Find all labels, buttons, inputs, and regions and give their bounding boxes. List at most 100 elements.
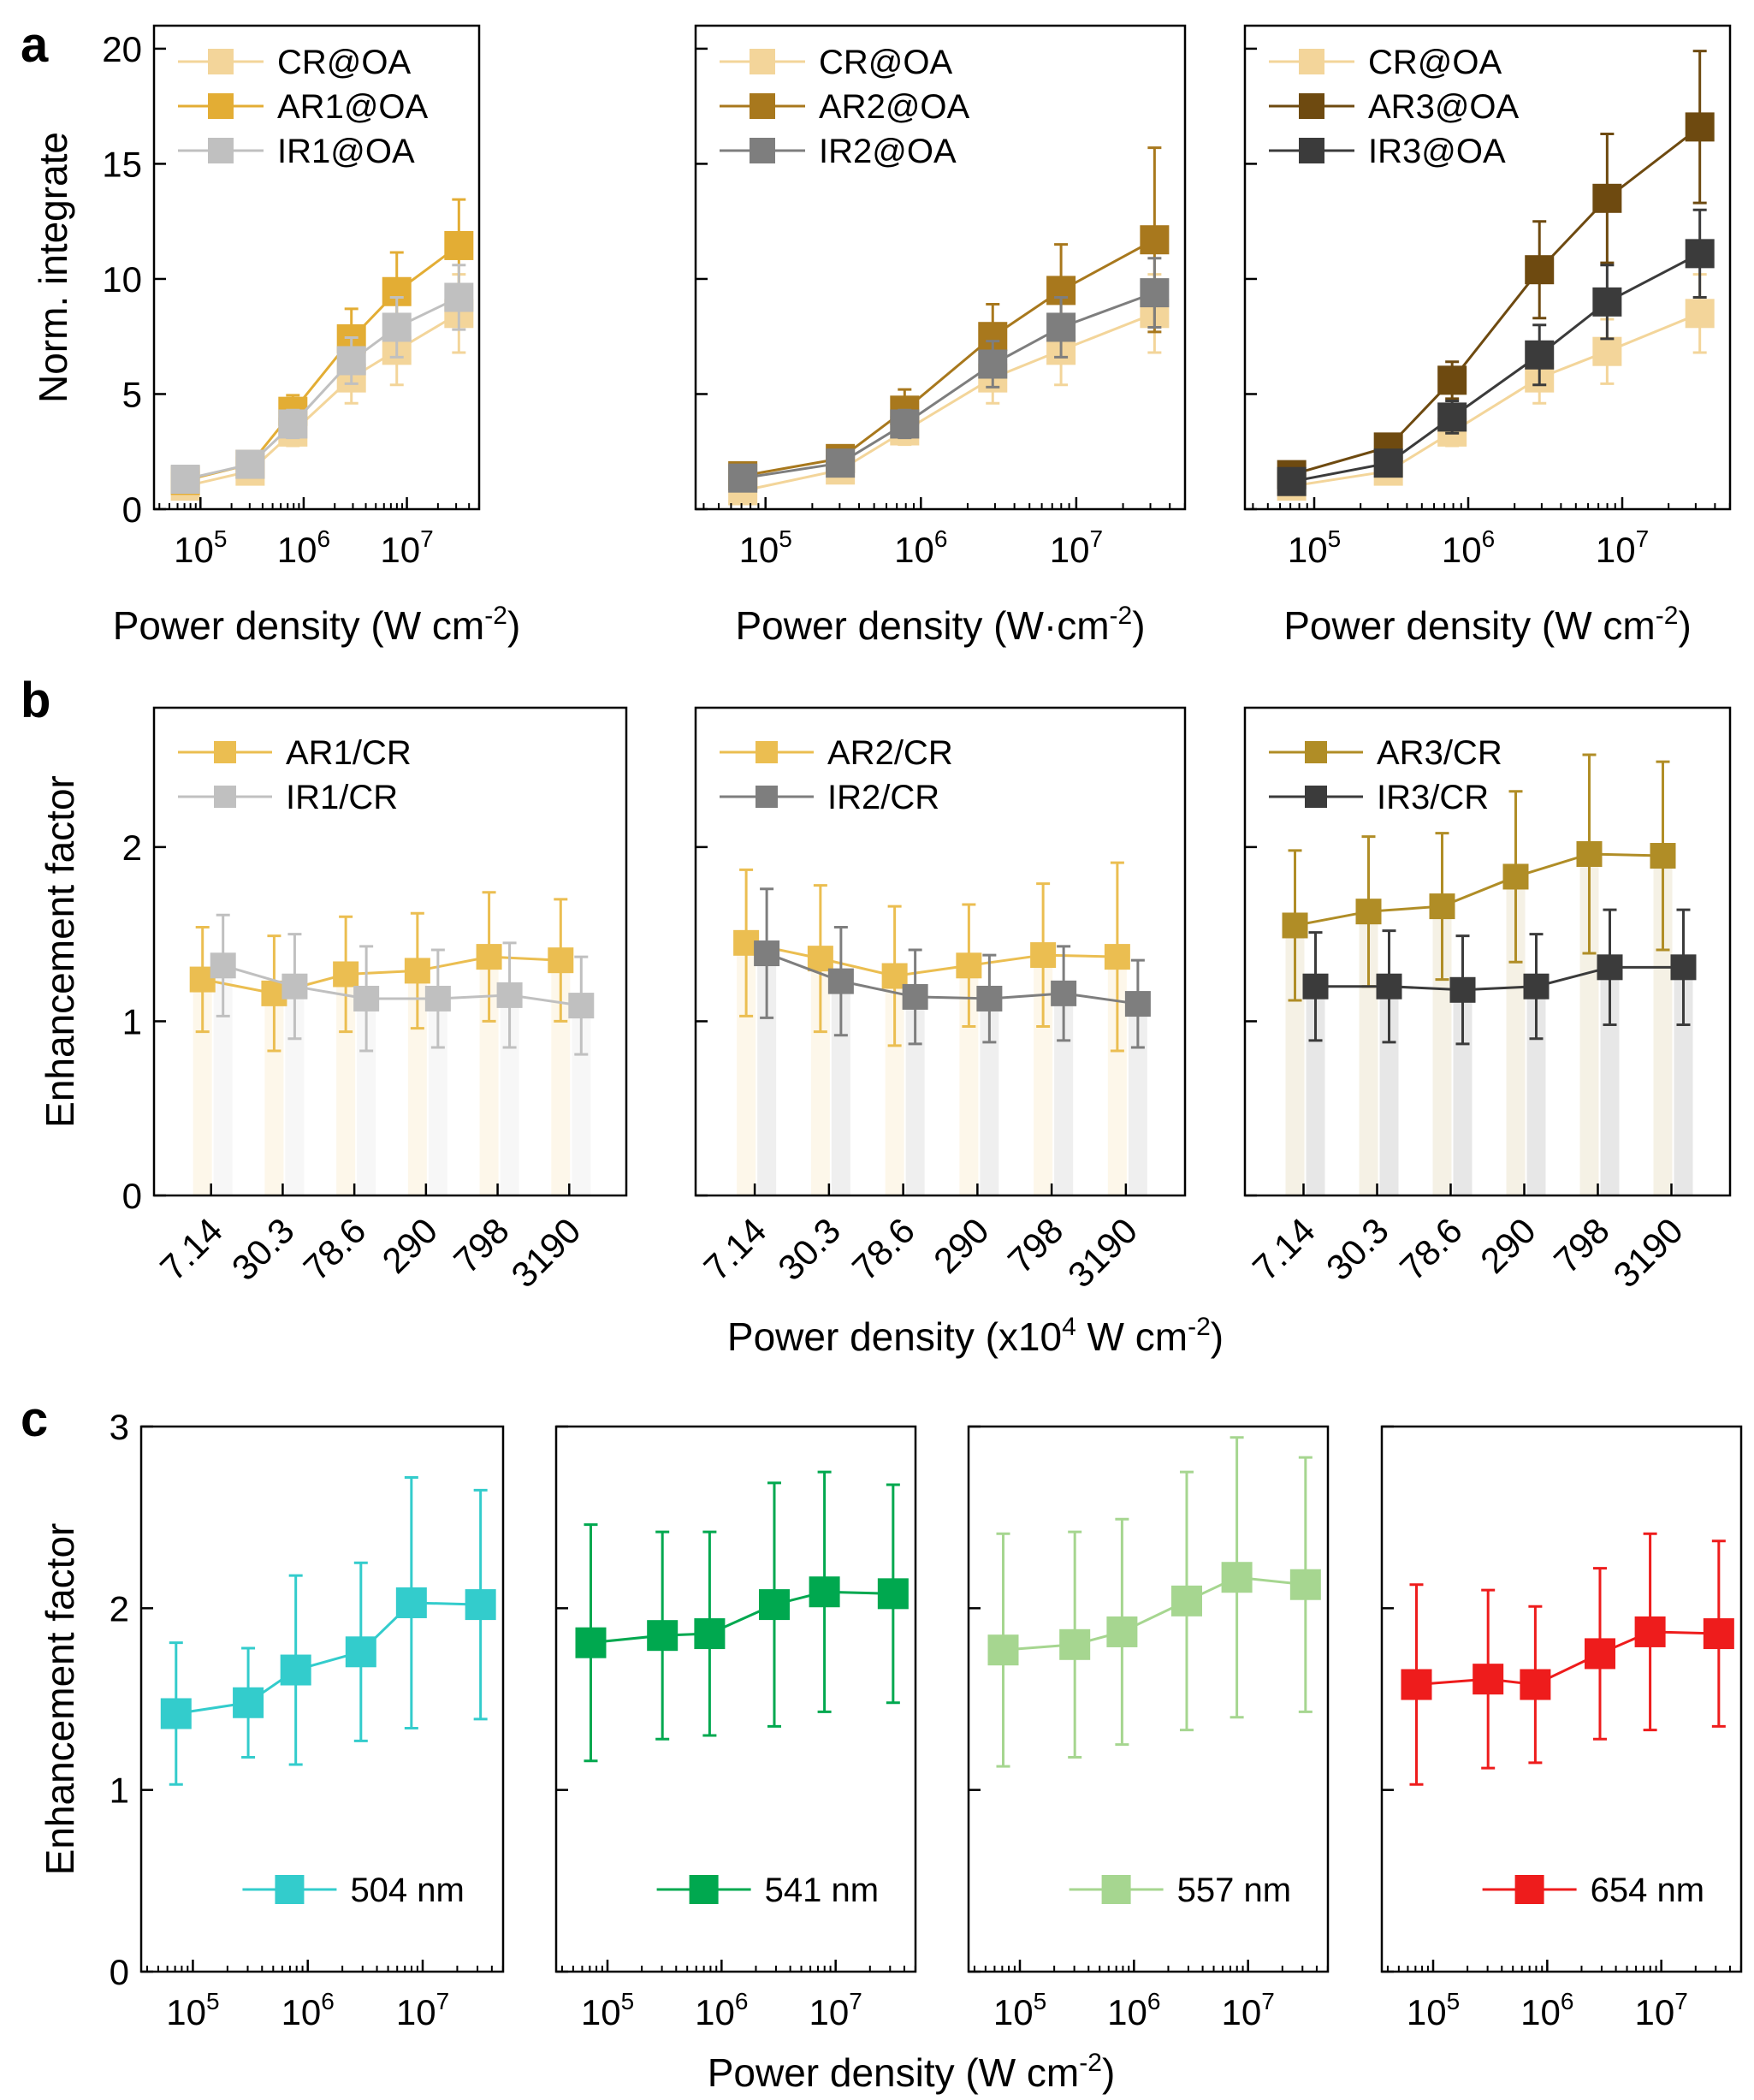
y-tick-label: 0 [122, 489, 142, 530]
plot-frame [694, 24, 1187, 511]
x-tick-exp: 5 [1447, 1988, 1461, 2014]
x-tick-exp: 7 [1674, 1988, 1688, 2014]
data-point [395, 1587, 427, 1618]
series-line-ir2-oa [742, 291, 1155, 480]
x-axis-title-sup: -2 [1656, 602, 1679, 630]
data-point [465, 1589, 496, 1621]
data-point [1170, 1585, 1202, 1617]
data-point [1525, 255, 1555, 285]
series-line-ir1-oa [185, 296, 459, 481]
legend-label: 504 nm [350, 1872, 464, 1909]
x-tick-label: 107 [380, 525, 433, 570]
legend-label: IR1@OA [277, 133, 415, 170]
data-point [1584, 1638, 1615, 1670]
data-point [233, 1687, 264, 1718]
data-point [694, 1618, 726, 1650]
x-tick-exp: 5 [1328, 525, 1342, 552]
legend-label: IR2@OA [819, 133, 957, 170]
x-tick-label: 107 [1596, 525, 1649, 570]
series-line-ar2-cr [745, 941, 1117, 978]
y-tick-label: 1 [122, 1001, 142, 1041]
x-tick-exp: 5 [621, 1988, 635, 2014]
series-line-541-nm [590, 1590, 893, 1645]
data-point [1473, 1664, 1504, 1695]
data-point [1650, 843, 1676, 869]
background-bar [810, 958, 830, 1195]
data-point [902, 983, 928, 1010]
background-bar [336, 974, 356, 1195]
x-tick-label: 290 [374, 1210, 445, 1281]
data-point [160, 1698, 192, 1729]
y-tick-label: 15 [102, 144, 142, 184]
data-point [987, 1634, 1019, 1666]
x-tick-exp: 7 [1261, 1988, 1275, 2014]
x-tick-base: 10 [281, 1992, 322, 2032]
x-tick-label: 106 [1442, 525, 1495, 570]
data-point [404, 958, 430, 984]
x-tick-base: 10 [174, 530, 214, 570]
x-tick-base: 10 [1520, 1992, 1561, 2032]
background-bar [500, 994, 519, 1195]
x-tick-label: 7.14 [696, 1210, 773, 1288]
legend-label: IR3@OA [1368, 133, 1506, 170]
legend-marker [1299, 138, 1324, 163]
legend-label: 541 nm [765, 1872, 879, 1909]
data-point [170, 465, 200, 495]
data-point [1685, 239, 1715, 269]
series-line-cr-oa [1291, 311, 1701, 488]
y-tick-label: 1 [110, 1771, 129, 1811]
x-axis-title-main: Power density (W·cm [735, 603, 1109, 648]
x-tick-label: 798 [1546, 1210, 1617, 1281]
data-point [1355, 899, 1382, 925]
data-point [1051, 980, 1077, 1006]
x-tick-label: 105 [993, 1988, 1046, 2032]
data-point [809, 1576, 840, 1608]
x-tick-label: 7.14 [152, 1210, 230, 1288]
x-tick-base: 10 [1635, 1992, 1675, 2032]
x-tick-label: 107 [1222, 1988, 1275, 2032]
x-tick-label: 105 [1288, 525, 1341, 570]
background-bar [1128, 1004, 1147, 1195]
x-axis-title-main: Power density (W cm [113, 603, 485, 648]
x-tick-exp: 6 [317, 525, 330, 552]
data-point [444, 282, 474, 312]
series-line-ar1-oa [185, 244, 460, 482]
x-tick-exp: 6 [1482, 525, 1496, 552]
panel-b-x-axis-title: Power density (x104 W cm-2) [727, 1313, 1224, 1359]
plot-frame [152, 24, 481, 511]
data-point [1592, 183, 1622, 213]
x-tick-label: 107 [809, 1988, 862, 2032]
background-bar [1034, 955, 1053, 1195]
background-bar [1579, 854, 1599, 1195]
background-bar [357, 998, 376, 1195]
legend-marker [689, 1875, 719, 1904]
plot-frame [152, 706, 628, 1197]
x-tick-base: 10 [1222, 1992, 1262, 2032]
x-tick-label: 106 [695, 1988, 748, 2032]
data-point [1373, 448, 1403, 478]
x-tick-exp: 6 [1561, 1988, 1574, 2014]
legend-marker [1299, 49, 1324, 74]
x-tick-label: 105 [174, 525, 227, 570]
x-tick-label: 78.6 [295, 1210, 373, 1288]
legend-marker [214, 741, 236, 763]
legend-marker [214, 786, 236, 808]
legend-marker [275, 1875, 305, 1904]
data-point [1401, 1669, 1432, 1700]
x-axis-title-sup: -2 [484, 602, 507, 630]
x-tick-exp: 5 [1034, 1988, 1047, 2014]
x-tick-base: 10 [1596, 530, 1636, 570]
series-line-504-nm [175, 1601, 481, 1715]
data-point [807, 946, 833, 972]
x-tick-exp: 5 [206, 1988, 220, 2014]
legend-label: AR3@OA [1368, 88, 1520, 126]
data-point [1634, 1616, 1666, 1647]
background-bar [213, 965, 233, 1195]
x-tick-label: 106 [894, 525, 947, 570]
background-bar [1107, 957, 1127, 1195]
